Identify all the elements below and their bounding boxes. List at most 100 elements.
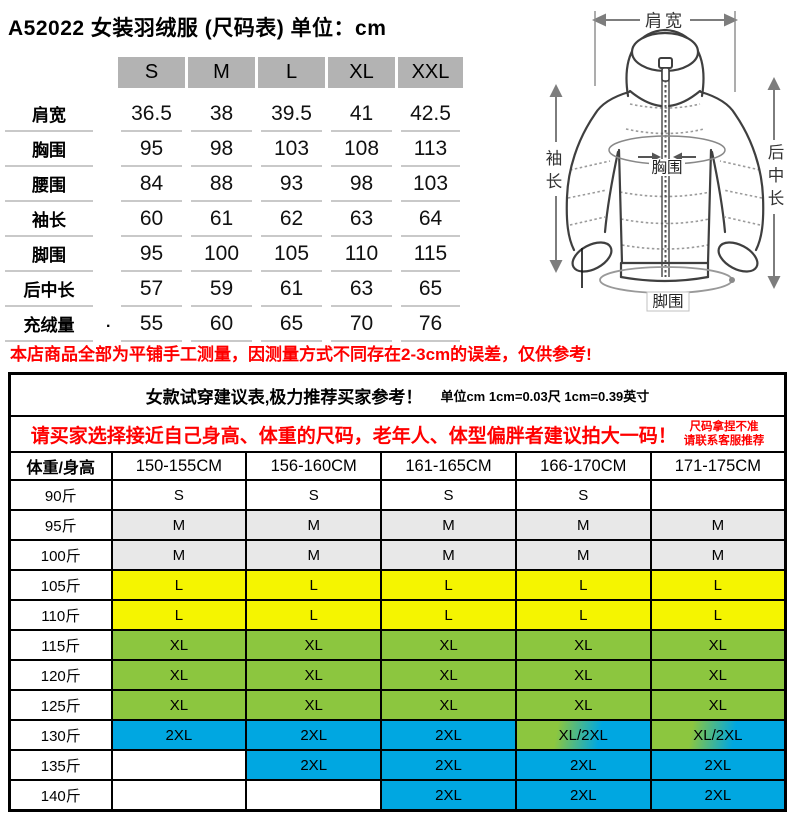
fit-table-row: 115斤 XL XL XL XL XL [8,629,787,661]
jacket-diagram: 胸围 脚围 肩宽 袖长 [546,11,785,312]
fit-cell: XL [649,689,787,721]
fit-cell: M [110,539,248,571]
fit-cell: S [380,479,517,511]
fit-row-label: 100斤 [8,539,113,571]
fit-cell: XL [514,629,652,661]
fit-cell: 2XL [245,749,383,781]
size-value-cell: 95 [121,237,182,272]
fit-header-cell: 161-165CM [380,451,517,481]
fit-cell: XL [110,629,248,661]
size-value-cell: 55 [121,307,182,342]
fit-cell: XL [380,629,517,661]
shoulder-label: 肩宽 [645,12,685,31]
fit-table-row: 125斤 XL XL XL XL XL [8,689,787,721]
fit-cell: 2XL [380,749,517,781]
fit-cell: L [649,569,787,601]
size-value-cell: 42.5 [401,97,460,132]
fit-cell: XL [245,629,383,661]
fit-cell: XL [649,659,787,691]
measurement-disclaimer: 本店商品全部为平铺手工测量，因测量方式不同存在2-3cm的误差，仅供参考! [10,345,592,364]
fit-cell: S [514,479,652,511]
fit-cell: 2XL [649,749,787,781]
fit-table-side-note: 尺码拿捏不准 请联系客服推荐 [683,420,765,447]
fit-table-row: 110斤 L L L L L [8,599,787,631]
size-value-cell: 36.5 [121,97,182,132]
fit-table-title: 女款试穿建议表,极力推荐买家参考！ [145,387,423,407]
fit-table-row: 95斤 M M M M M [8,509,787,541]
size-header-cell: L [258,57,325,88]
fit-row-label: 95斤 [8,509,113,541]
size-value-cell: 100 [191,237,252,272]
fit-suggestion-table: 女款试穿建议表,极力推荐买家参考！ 单位cm 1cm=0.03尺 1cm=0.3… [8,372,787,812]
size-value-cell: 57 [121,272,182,307]
fit-cell: S [110,479,248,511]
size-value-cell: 65 [261,307,322,342]
size-value-cell: 65 [401,272,460,307]
fit-table-row: 130斤 2XL 2XL 2XL XL/2XL XL/2XL [8,719,787,751]
size-value-cell: 59 [191,272,252,307]
fit-cell: 2XL [245,719,383,751]
size-row-label: 胸围 [5,132,93,167]
fit-row-label: 90斤 [8,479,113,511]
fit-cell: L [245,569,383,601]
fit-cell: M [514,539,652,571]
fit-cell: L [110,569,248,601]
size-value-cell: 88 [191,167,252,202]
fit-cell [649,479,787,511]
measurement-table: S M L XL XXL 肩宽 36.5 38 39.5 41 42.5 胸围 95 98 103 108 11… [3,57,465,342]
fit-cell: L [110,599,248,631]
fit-row-label: 125斤 [8,689,113,721]
fit-cell: S [245,479,383,511]
size-value-cell: 60 [121,202,182,237]
shoulder-arrow: 肩宽 [592,11,738,92]
fit-cell: XL [514,689,652,721]
hem-label: 脚围 [652,293,683,311]
size-value-cell: 113 [401,132,460,167]
fit-cell: XL [514,659,652,691]
fit-cell: M [380,539,517,571]
size-value-cell: 60 [191,307,252,342]
fit-table-unit-note: 单位cm 1cm=0.03尺 1cm=0.39英寸 [440,388,650,404]
size-value-cell: 103 [261,132,322,167]
fit-row-label: 140斤 [8,779,113,812]
fit-table-row: 100斤 M M M M M [8,539,787,571]
size-value-cell: 95 [121,132,182,167]
page-title: A52022 女装羽绒服 (尺码表) 单位：cm [8,17,387,40]
fit-header-cell: 166-170CM [514,451,652,481]
back-length-arrow: 后中长 [767,77,785,289]
fit-cell: XL [649,629,787,661]
size-value-cell: 108 [331,132,392,167]
fit-cell: XL [245,689,383,721]
fit-cell: 2XL [380,779,517,812]
fit-table-notice: 请买家选择接近自己身高、体重的尺码，老年人、体型偏胖者建议拍大一码！ [30,425,677,447]
size-value-cell: 61 [261,272,322,307]
size-header-cell: M [188,57,255,88]
fit-cell: XL [110,689,248,721]
fit-cell: M [245,539,383,571]
size-row-label: 腰围 [5,167,93,202]
fit-table-row: 135斤 2XL 2XL 2XL 2XL [8,749,787,781]
sleeve-label: 袖长 [546,149,563,191]
fit-cell: L [514,569,652,601]
quilt-lines [567,103,763,250]
size-header-cell [3,57,115,88]
size-value-cell: 103 [401,167,460,202]
back-length-label: 后中长 [768,143,785,208]
size-value-cell: 115 [401,237,460,272]
size-value-cell: 84 [121,167,182,202]
fit-table-notice-row: 请买家选择接近自己身高、体重的尺码，老年人、体型偏胖者建议拍大一码！ 尺码拿捏不… [8,415,787,453]
fit-cell: XL [380,689,517,721]
fit-cell: XL/2XL [514,719,652,751]
fit-table-row: 90斤 S S S S [8,479,787,511]
size-value-cell: 98 [331,167,392,202]
size-row-label: 后中长 [5,272,93,307]
size-value-cell: 110 [331,237,392,272]
size-value-cell: 61 [191,202,252,237]
size-value-cell: 62 [261,202,322,237]
fit-table-row: 105斤 L L L L L [8,569,787,601]
fit-row-label: 130斤 [8,719,113,751]
size-value-cell: 105 [261,237,322,272]
size-row-label: 充绒量 [5,307,93,342]
size-value-cell: 41 [331,97,392,132]
